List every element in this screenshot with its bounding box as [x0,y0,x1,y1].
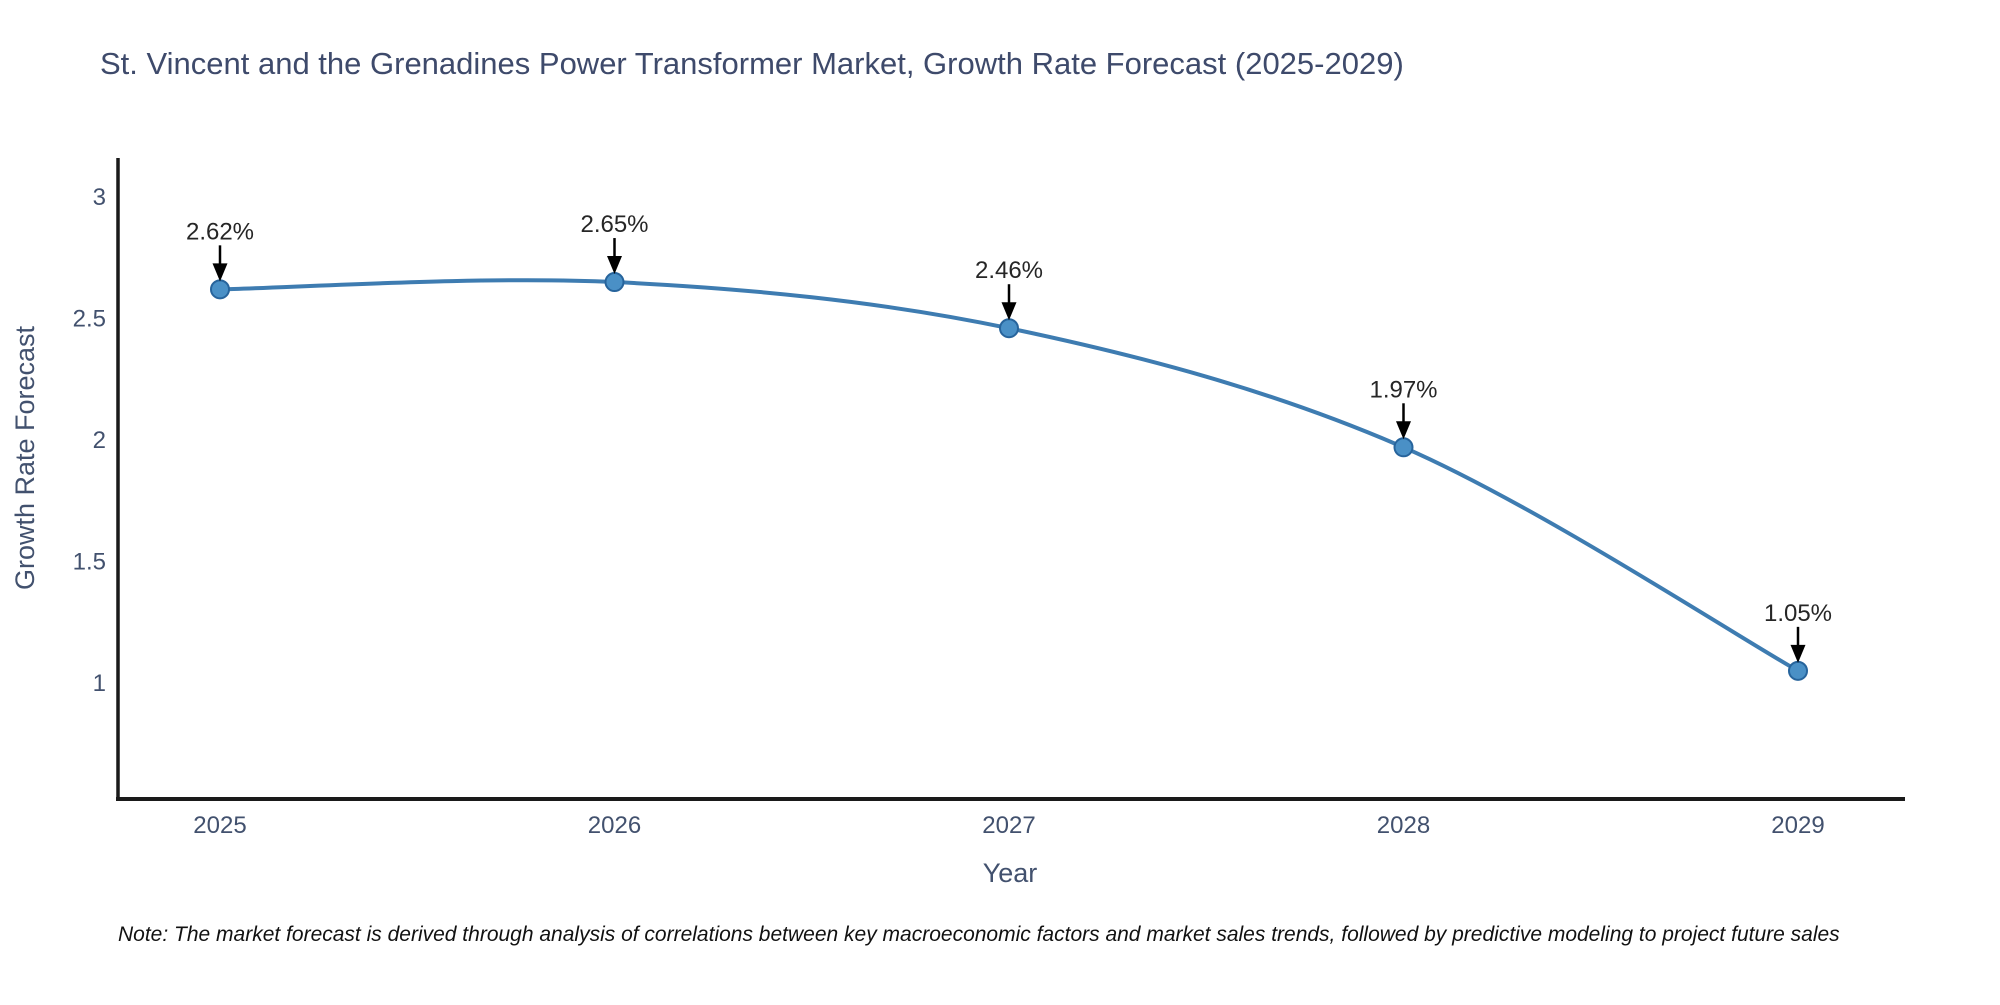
series-line [218,278,1800,673]
annotation-arrow-head [607,256,622,275]
x-tick-label: 2028 [1377,812,1430,839]
point-value-label: 2.65% [580,211,648,238]
data-point-marker [999,318,1019,339]
point-value-label: 2.46% [975,257,1043,284]
y-tick-label: 1.5 [73,549,106,576]
y-axis-tick-labels: 3 2.5 2 1.5 1 [73,184,106,697]
x-axis-tick-labels: 2025 2026 2027 2028 2029 [193,812,1824,839]
y-axis-title: Growth Rate Forecast [10,325,40,590]
point-value-label: 1.05% [1764,600,1832,627]
x-tick-label: 2027 [982,812,1035,839]
point-value-label: 1.97% [1369,376,1437,403]
annotation-arrow-head [212,263,228,282]
y-tick-label: 3 [93,184,106,211]
annotation-arrow-head [1001,302,1017,321]
y-tick-label: 2.5 [73,306,106,333]
data-point-marker [210,279,230,300]
x-tick-label: 2025 [193,812,246,839]
data-point-marker [604,272,625,293]
x-tick-label: 2026 [588,812,641,839]
x-axis-title: Year [983,858,1038,888]
data-point-marker [1393,437,1414,458]
data-point-marker [1788,660,1808,681]
footnote: Note: The market forecast is derived thr… [118,923,1840,946]
chart-title: St. Vincent and the Grenadines Power Tra… [100,46,1404,81]
x-tick-label: 2029 [1771,812,1824,839]
annotation-arrow-head [1396,421,1411,440]
point-annotations: 2.62% 2.65% 2.46% 1.97% 1.05% [186,211,1832,663]
y-tick-label: 1 [93,670,106,697]
y-tick-label: 2 [93,427,106,454]
point-value-label: 2.62% [186,218,254,245]
annotation-arrow-head [1790,644,1806,663]
line-series [210,272,1808,681]
